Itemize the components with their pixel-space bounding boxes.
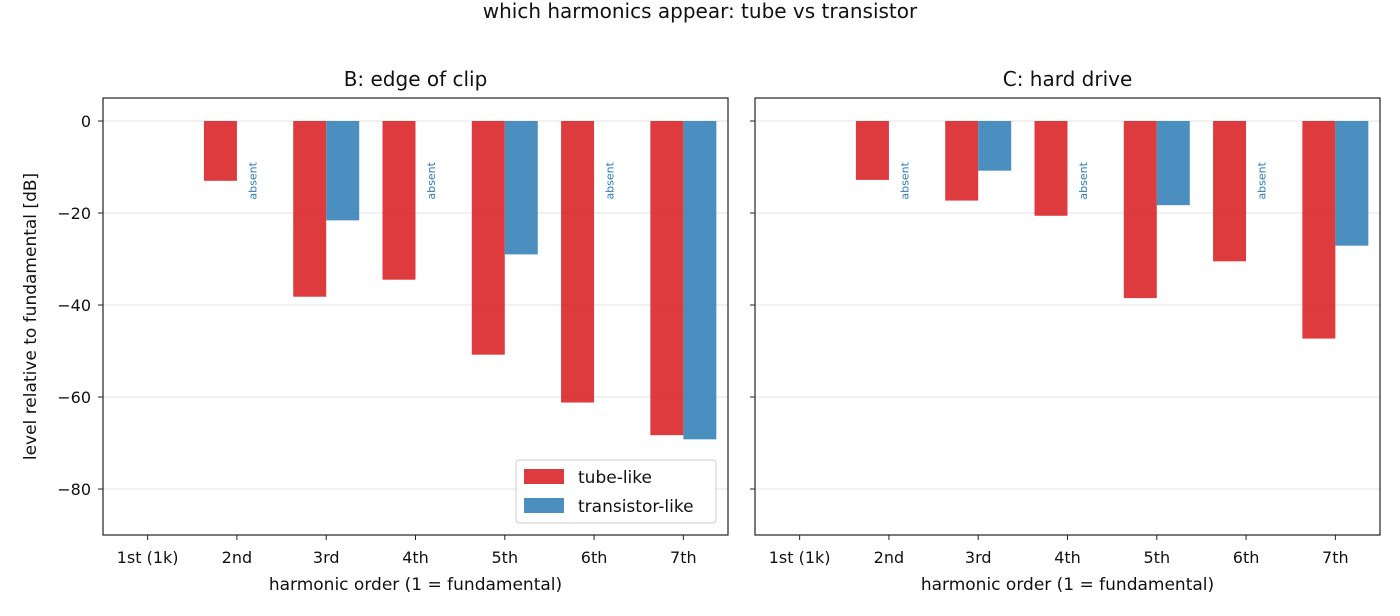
chart-1-xtick-label-6th: 6th	[1233, 548, 1260, 567]
chart-1-bar-transistor-like-5th	[1156, 121, 1190, 206]
chart-0-legend-label-transistor-like: transistor-like	[578, 497, 694, 517]
chart-1-bar-tube-like-7th	[1302, 121, 1336, 339]
chart-0-xtick-label-1st-1k: 1st (1k)	[117, 548, 179, 567]
chart-0-ylabel: level relative to fundamental [dB]	[21, 173, 41, 460]
chart-0-legend-swatch-transistor-like	[524, 498, 564, 513]
chart-1-title: C: hard drive	[1003, 67, 1133, 91]
chart-1-bar-transistor-like-7th	[1335, 121, 1369, 246]
chart-1-absent-annotation-6th: absent	[1256, 161, 1269, 199]
chart-0-absent-annotation-4th: absent	[425, 161, 438, 199]
chart-0-xtick-label-2nd: 2nd	[222, 548, 252, 567]
chart-0-xtick-label-3rd: 3rd	[313, 548, 340, 567]
chart-1-xlabel: harmonic order (1 = fundamental)	[921, 575, 1214, 595]
chart-0-ytick-label: −80	[57, 480, 91, 499]
chart-0-xtick-label-5th: 5th	[491, 548, 518, 567]
chart-1-bar-tube-like-6th	[1213, 121, 1247, 262]
chart-1-bar-transistor-like-3rd	[978, 121, 1012, 171]
chart-0-legend-label-tube-like: tube-like	[578, 468, 652, 488]
chart-1-xtick-label-5th: 5th	[1143, 548, 1170, 567]
chart-0-ytick-label: −20	[57, 204, 91, 223]
chart-1-xtick-label-2nd: 2nd	[874, 548, 904, 567]
chart-1-absent-annotation-2nd: absent	[898, 161, 911, 199]
chart-0-bar-tube-like-3rd	[293, 121, 327, 297]
chart-0-bar-transistor-like-5th	[504, 121, 538, 255]
chart-0-legend: tube-like transistor-like	[515, 459, 717, 524]
chart-0-bar-transistor-like-3rd	[326, 121, 360, 221]
chart-0-title: B: edge of clip	[344, 67, 488, 91]
chart-0-bar-tube-like-2nd	[203, 121, 237, 181]
chart-1-xtick-label-1st-1k: 1st (1k)	[769, 548, 831, 567]
chart-1-absent-annotation-4th: absent	[1077, 161, 1090, 199]
chart-0-ytick-label: 0	[81, 112, 91, 131]
chart-0-xlabel: harmonic order (1 = fundamental)	[269, 575, 562, 595]
chart-0-legend-swatch-tube-like	[524, 469, 564, 484]
chart-0-absent-annotation-6th: absent	[604, 161, 617, 199]
panel-edge-of-clip: absent absent absent 0 −20 −40 −60 −80 1st (1k) 2…	[21, 67, 729, 595]
chart-0-ytick-label: −60	[57, 388, 91, 407]
chart-1-xtick-label-7th: 7th	[1322, 548, 1349, 567]
chart-0-bar-transistor-like-7th	[683, 121, 717, 440]
chart-0-xtick-label-6th: 6th	[581, 548, 608, 567]
chart-1-xtick-label-3rd: 3rd	[965, 548, 992, 567]
chart-0-xtick-label-4th: 4th	[402, 548, 429, 567]
chart-0-bar-tube-like-7th	[650, 121, 684, 436]
figure-suptitle: which harmonics appear: tube vs transist…	[483, 0, 918, 23]
panel-hard-drive: absent absent absent 1st (1k) 2nd 3rd 4th 5th 6t…	[750, 67, 1381, 595]
chart-1-bar-tube-like-2nd	[855, 121, 889, 180]
chart-0-bar-tube-like-6th	[561, 121, 595, 403]
chart-0-legend-frame	[515, 459, 717, 524]
chart-0-bar-tube-like-5th	[471, 121, 505, 355]
chart-0-bar-tube-like-4th	[382, 121, 416, 280]
chart-0-ytick-label: −40	[57, 296, 91, 315]
chart-1-bar-tube-like-5th	[1123, 121, 1157, 299]
chart-0-absent-annotation-2nd: absent	[246, 161, 259, 199]
chart-1-xtick-label-4th: 4th	[1054, 548, 1081, 567]
chart-0-xtick-label-7th: 7th	[670, 548, 697, 567]
chart-1-bar-tube-like-3rd	[945, 121, 979, 201]
chart-1-bar-tube-like-4th	[1034, 121, 1068, 216]
